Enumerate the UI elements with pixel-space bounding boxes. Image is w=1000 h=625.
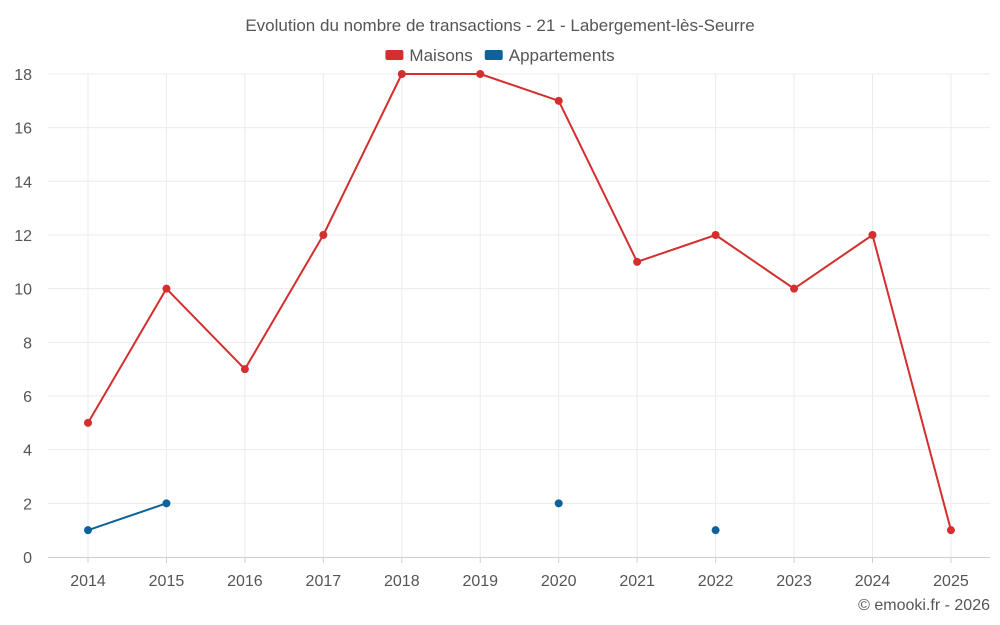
x-axis-tick-labels: 2014 2015 2016 2017 2018 2019 2020 2021 2022 2023… [70,573,969,590]
legend-swatch [484,50,503,60]
data-point-maisons [84,418,92,427]
y-tick-label: 18 [14,67,32,84]
y-tick-label: 10 [14,282,32,299]
horizontal-gridlines [48,73,990,504]
credit-text: © emooki.fr - 2026 [858,597,990,614]
chart-legend: Maisons Appartements [385,46,615,65]
x-tick-label: 2020 [541,573,577,590]
y-tick-label: 4 [23,443,32,460]
series-line-appartements [87,502,167,532]
data-point-maisons [319,231,328,239]
series-appartements [84,499,720,535]
x-tick-label: 2017 [306,573,342,590]
data-point-maisons [868,231,877,239]
data-point-maisons [633,257,642,266]
legend-label: Maisons [409,46,472,65]
x-tick-label: 2016 [227,573,263,590]
data-point-maisons [790,284,799,293]
series-line-maisons [87,73,952,531]
data-point-appartements [162,499,171,508]
data-point-maisons [162,284,171,293]
vertical-gridlines [87,74,952,563]
data-point-appartements [554,499,563,508]
series-maisons [84,70,955,535]
x-tick-label: 2023 [776,573,812,590]
data-point-maisons [397,70,406,78]
data-point-maisons [476,70,485,78]
legend-item-maisons[interactable]: Maisons [385,46,473,65]
x-tick-label: 2019 [462,573,498,590]
x-tick-label: 2021 [619,573,655,590]
x-tick-label: 2024 [855,573,891,590]
y-tick-label: 0 [23,550,32,567]
chart-title: Evolution du nombre de transactions - 21… [245,16,754,35]
data-point-maisons [946,526,955,535]
x-tick-label: 2015 [149,573,185,590]
data-point-maisons [240,365,249,374]
y-tick-label: 16 [14,121,32,138]
y-tick-label: 12 [14,228,32,245]
y-axis-tick-labels: 0 2 4 6 8 10 12 14 16 18 [14,67,32,567]
data-point-appartements [84,526,92,535]
y-tick-label: 2 [23,496,32,513]
x-tick-label: 2014 [70,573,106,590]
y-tick-label: 6 [23,389,32,406]
legend-item-appartements[interactable]: Appartements [484,46,615,65]
x-tick-label: 2025 [933,573,969,590]
series-layer [84,70,955,535]
legend-label: Appartements [509,46,615,65]
data-point-maisons [711,231,720,239]
y-tick-label: 14 [14,174,32,191]
y-tick-label: 8 [23,335,32,352]
x-tick-label: 2018 [384,573,420,590]
data-point-maisons [554,96,563,105]
legend-swatch [385,50,404,60]
data-point-appartements [711,526,720,535]
x-tick-label: 2022 [698,573,734,590]
